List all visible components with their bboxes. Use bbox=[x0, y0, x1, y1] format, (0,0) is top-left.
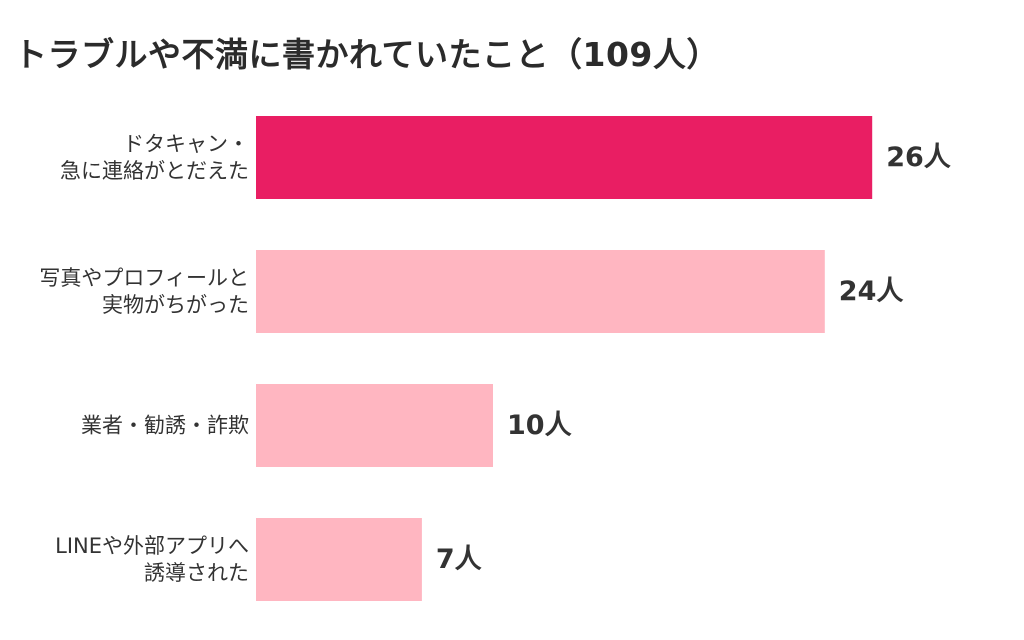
category-label-2: 写真やプロフィールと実物がちがった bbox=[39, 266, 249, 317]
category-label-3: 業者・勧誘・詐欺 bbox=[81, 414, 249, 438]
value-label-2: 24人 bbox=[839, 276, 904, 307]
bar-2 bbox=[256, 250, 825, 333]
value-label-1: 26人 bbox=[886, 142, 951, 173]
bar-4 bbox=[256, 518, 422, 601]
category-label-1: ドタキャン・急に連絡がとだえた bbox=[60, 132, 249, 183]
category-label-4: LINEや外部アプリへ誘導された bbox=[55, 534, 249, 585]
bars-layer: 26人 ドタキャン・急に連絡がとだえた 24人 写真やプロフィールと実物がちがった 10… bbox=[39, 116, 951, 601]
bar-1 bbox=[256, 116, 873, 199]
bar-3 bbox=[256, 384, 493, 467]
chart-title: トラブルや不満に書かれていたこと（109人） bbox=[14, 35, 720, 74]
value-label-4: 7人 bbox=[436, 544, 482, 575]
value-label-3: 10人 bbox=[507, 410, 572, 441]
